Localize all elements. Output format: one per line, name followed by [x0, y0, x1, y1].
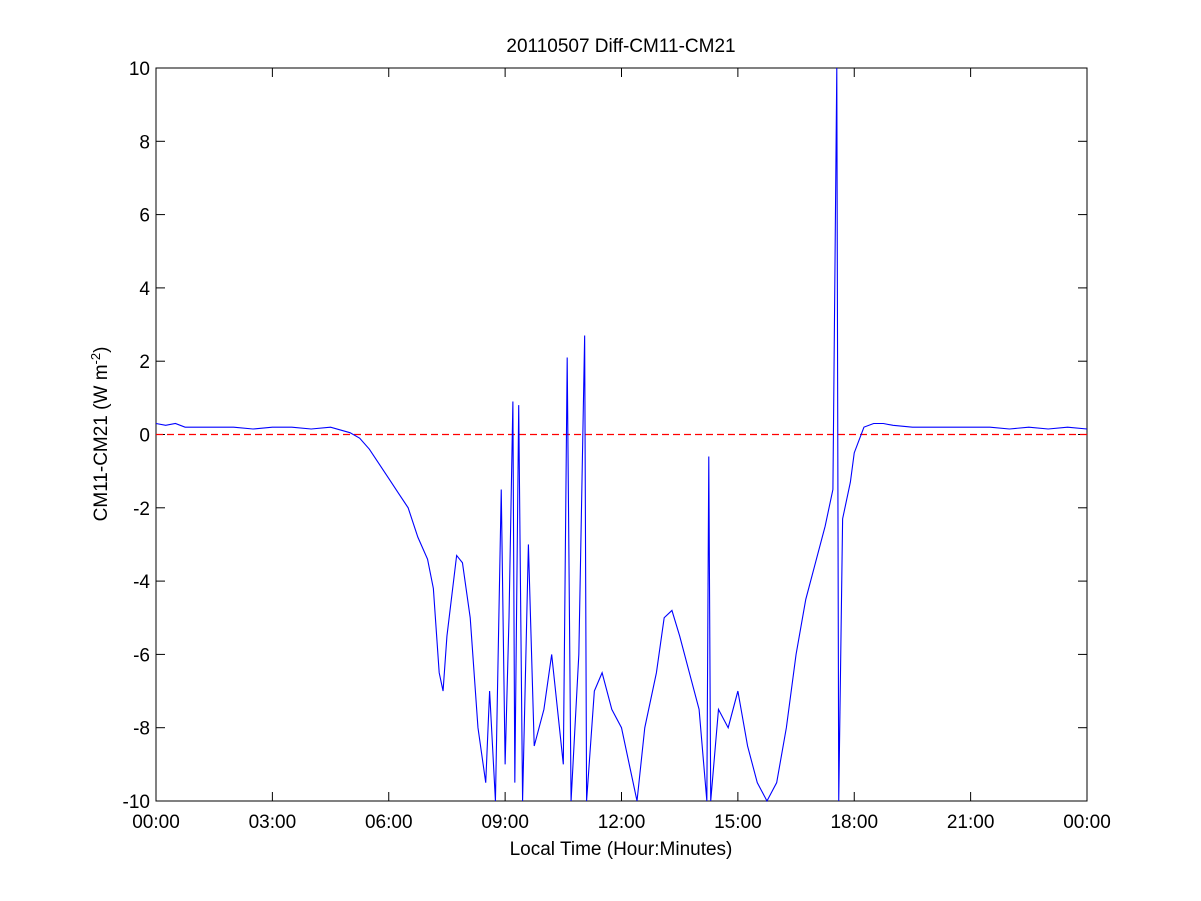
y-tick-label: 4 — [139, 279, 150, 300]
y-tick-label: 0 — [139, 426, 150, 447]
x-tick-label: 21:00 — [947, 812, 995, 833]
y-tick-label: -2 — [133, 499, 150, 520]
x-tick-label: 06:00 — [365, 812, 413, 833]
y-tick-label: 6 — [139, 206, 150, 227]
y-tick-label: 2 — [139, 352, 150, 373]
y-tick-label: -4 — [133, 572, 150, 593]
chart-title: 20110507 Diff-CM11-CM21 — [506, 36, 735, 57]
x-tick-label: 15:00 — [714, 812, 762, 833]
x-tick-label: 00:00 — [1063, 812, 1111, 833]
data-line — [155, 67, 1088, 803]
x-tick-label: 00:00 — [132, 812, 180, 833]
y-tick-label: -10 — [123, 792, 150, 813]
x-tick-label: 12:00 — [598, 812, 646, 833]
y-tick-label: -8 — [133, 719, 150, 740]
x-axis-label: Local Time (Hour:Minutes) — [510, 839, 733, 860]
y-axis-label: CM11-CM21 (W m-2) — [88, 347, 113, 522]
x-tick-label: 03:00 — [249, 812, 297, 833]
y-tick-label: 10 — [129, 59, 150, 80]
y-tick-label: -6 — [133, 645, 150, 666]
y-tick-label: 8 — [139, 132, 150, 153]
x-tick-label: 09:00 — [481, 812, 529, 833]
x-tick-label: 18:00 — [830, 812, 878, 833]
